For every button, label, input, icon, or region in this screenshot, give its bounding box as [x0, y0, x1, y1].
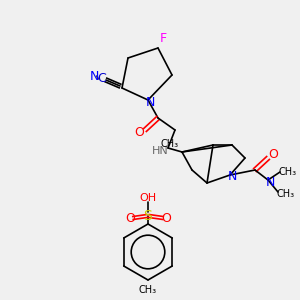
Text: CH₃: CH₃	[279, 167, 297, 177]
Text: F: F	[159, 32, 167, 44]
Text: HN: HN	[152, 146, 168, 156]
Text: N: N	[145, 95, 155, 109]
Text: CH₃: CH₃	[139, 285, 157, 295]
Text: C: C	[98, 73, 106, 85]
Text: CH₃: CH₃	[161, 139, 179, 149]
Text: N: N	[265, 176, 275, 188]
Text: O: O	[268, 148, 278, 160]
Text: OH: OH	[140, 193, 157, 203]
Text: CH₃: CH₃	[277, 189, 295, 199]
Text: N: N	[89, 70, 99, 83]
Text: N: N	[227, 170, 237, 184]
Text: O: O	[134, 125, 144, 139]
Text: O: O	[125, 212, 135, 224]
Text: S: S	[144, 209, 152, 223]
Text: O: O	[161, 212, 171, 224]
